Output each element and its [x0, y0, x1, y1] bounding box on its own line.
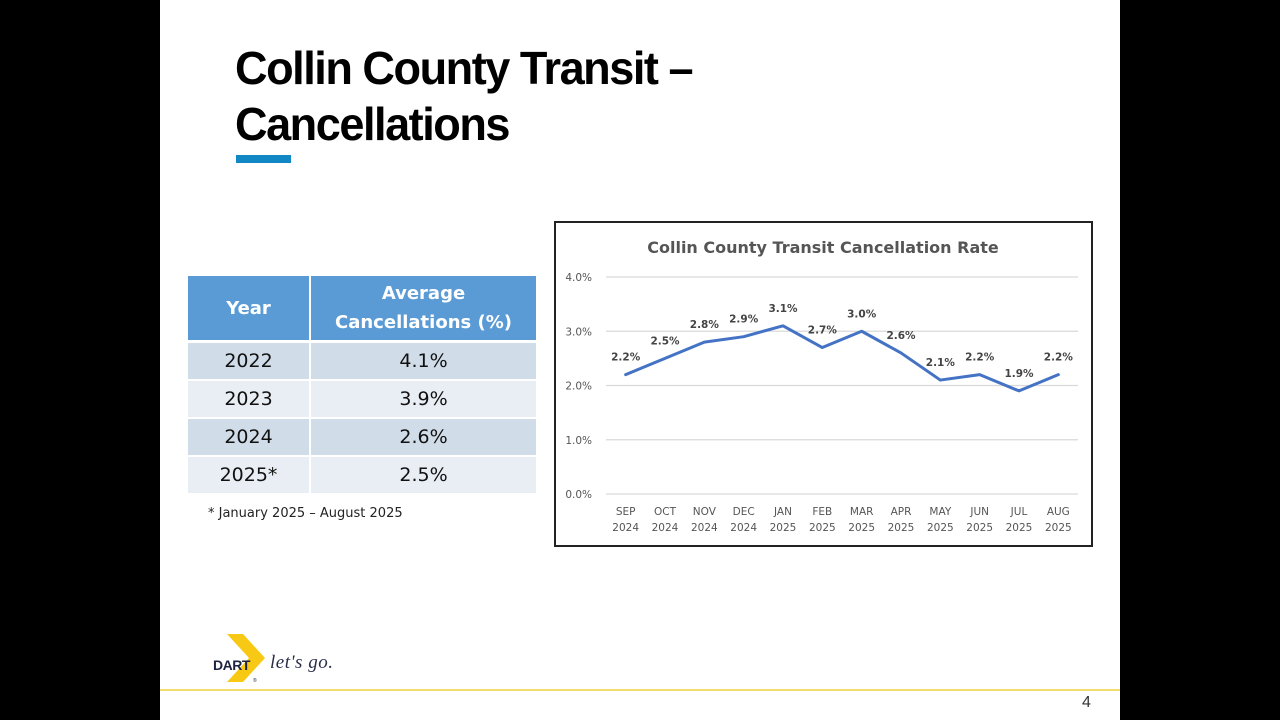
cancellations-table: Year Average Cancellations (%) 2022 4.1%…	[188, 276, 536, 495]
dart-logo: DART ®	[213, 634, 265, 684]
y-tick-label: 4.0%	[565, 272, 592, 284]
header-year: Year	[188, 276, 311, 343]
footer-rule	[160, 689, 1120, 691]
header-line-2: Cancellations (%)	[335, 312, 512, 333]
x-tick-label: FEB 2025	[809, 506, 836, 534]
series-line	[624, 324, 1060, 393]
header-line-1: Average	[381, 283, 466, 304]
page-number: 4	[1082, 694, 1091, 711]
cell-average: 4.1%	[311, 343, 536, 381]
x-tick-label: AUG 2025	[1045, 506, 1072, 534]
x-tick-label: MAY 2025	[927, 506, 954, 534]
y-tick-label: 1.0%	[565, 435, 592, 447]
table-row: 2025* 2.5%	[188, 457, 536, 495]
data-label: 2.9%	[729, 314, 759, 326]
x-tick-label: NOV 2024	[691, 506, 718, 534]
cell-year: 2024	[188, 419, 311, 457]
cell-year: 2023	[188, 381, 311, 419]
gridlines	[606, 276, 1078, 495]
line-chart: Collin County Transit Cancellation Rate …	[554, 221, 1093, 547]
table-row: 2023 3.9%	[188, 381, 536, 419]
data-label: 2.1%	[926, 357, 956, 369]
x-tick-label: SEP 2024	[612, 506, 639, 534]
cell-average: 2.5%	[311, 457, 536, 495]
cell-average: 2.6%	[311, 419, 536, 457]
header-average-cancellations: Average Cancellations (%)	[311, 276, 536, 343]
data-label: 2.5%	[650, 335, 680, 347]
data-label: 2.8%	[690, 319, 720, 331]
y-axis-ticks: 0.0% 1.0% 2.0% 3.0% 4.0%	[565, 272, 592, 501]
slide-title: Collin County Transit – Cancellations	[235, 40, 694, 152]
cell-year: 2022	[188, 343, 311, 381]
x-tick-label: APR 2025	[888, 506, 915, 534]
y-tick-label: 3.0%	[565, 326, 592, 338]
table-header-row: Year Average Cancellations (%)	[188, 276, 536, 343]
x-tick-label: JUN 2025	[966, 506, 993, 534]
data-labels: 2.2% 2.5% 2.8% 2.9% 3.1% 2.7% 3.0% 2.6% 2.1% 2.2%…	[611, 303, 1073, 380]
data-label: 2.2%	[1044, 352, 1074, 364]
x-tick-label: JUL 2025	[1006, 506, 1033, 534]
table-footnote: * January 2025 – August 2025	[208, 506, 403, 521]
table-row: 2022 4.1%	[188, 343, 536, 381]
slide: Collin County Transit – Cancellations Ye…	[160, 0, 1120, 720]
y-tick-label: 2.0%	[565, 381, 592, 393]
data-label: 2.2%	[965, 352, 995, 364]
chart-svg: Collin County Transit Cancellation Rate …	[565, 238, 1078, 534]
logo-tagline: let's go.	[270, 652, 334, 673]
y-tick-label: 0.0%	[565, 489, 592, 501]
x-tick-label: OCT 2024	[652, 506, 679, 534]
dart-wordmark: DART	[213, 657, 251, 673]
series-layer	[624, 324, 1060, 393]
slide-title-line2: Cancellations	[235, 98, 510, 150]
title-accent-bar	[236, 155, 291, 163]
data-label: 2.6%	[886, 330, 916, 342]
dart-chevron-icon	[227, 634, 265, 682]
cell-year: 2025*	[188, 457, 311, 495]
registered-mark: ®	[253, 677, 257, 684]
slide-title-line1: Collin County Transit –	[235, 42, 694, 94]
x-axis-ticks: SEP 2024 OCT 2024 NOV 2024 DEC 2024 JAN 2025 FEB 20…	[612, 506, 1071, 534]
data-label: 3.0%	[847, 308, 877, 320]
data-label: 1.9%	[1004, 368, 1034, 380]
data-label: 3.1%	[768, 303, 798, 315]
cell-average: 3.9%	[311, 381, 536, 419]
x-tick-label: JAN 2025	[770, 506, 797, 534]
chart-title: Collin County Transit Cancellation Rate	[647, 238, 999, 257]
data-label: 2.2%	[611, 352, 641, 364]
x-tick-label: MAR 2025	[848, 506, 875, 534]
data-label: 2.7%	[808, 325, 838, 337]
x-tick-label: DEC 2024	[730, 506, 757, 534]
table-row: 2024 2.6%	[188, 419, 536, 457]
